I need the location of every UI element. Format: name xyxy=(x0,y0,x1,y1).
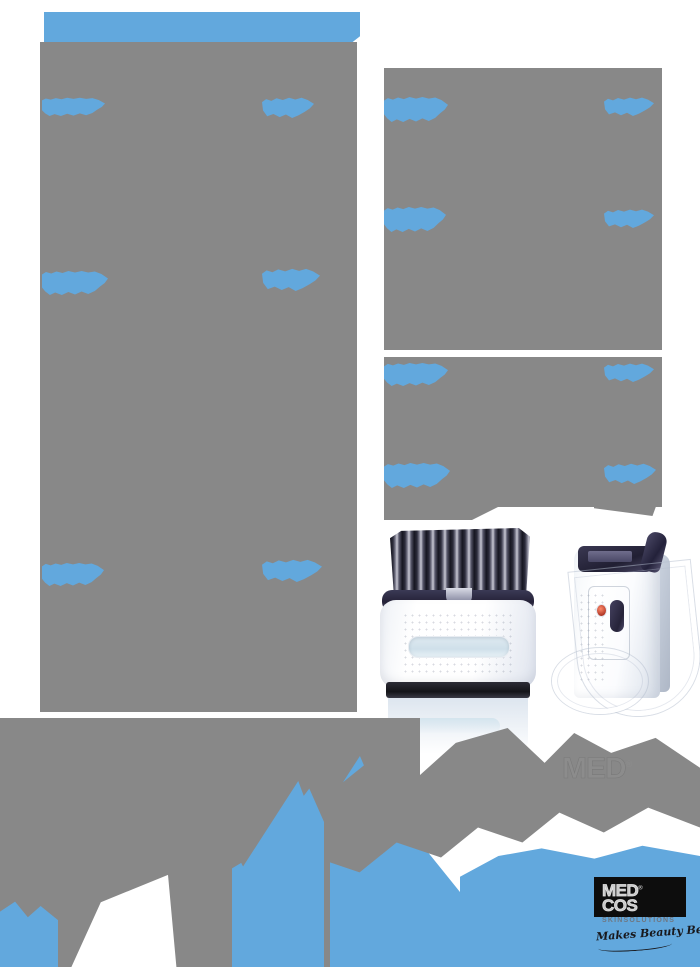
display-reflection xyxy=(414,718,500,734)
logo-med-text: MED xyxy=(602,881,639,900)
redacted-value-blob xyxy=(604,209,654,228)
medcos-logo: MED® COS SKINSOLUTIONS Makes Beauty Bett… xyxy=(594,877,700,954)
med-wordmark: MED® xyxy=(562,752,633,786)
dark-base-band xyxy=(386,682,530,698)
redacted-label-blob xyxy=(42,562,104,586)
logo-line-med: MED® xyxy=(602,881,643,900)
redacted-label-blob xyxy=(384,362,448,386)
redacted-value-blob xyxy=(262,97,314,118)
logo-subtitle: SKINSOLUTIONS xyxy=(602,917,676,924)
redacted-value-blob xyxy=(604,97,654,116)
tower-device xyxy=(552,520,700,730)
med-wordmark-trademark: ® xyxy=(625,759,633,769)
left-spec-panel xyxy=(40,42,357,712)
redacted-value-blob xyxy=(604,463,656,484)
med-wordmark-text: MED xyxy=(562,752,627,786)
redacted-value-blob xyxy=(262,268,320,291)
logo-line-cos: COS xyxy=(602,896,639,915)
redacted-value-blob xyxy=(262,559,322,582)
redacted-label-blob xyxy=(42,97,105,116)
redacted-value-blob xyxy=(604,363,654,382)
coiled-cable-loop xyxy=(552,648,648,714)
product-photo xyxy=(360,500,700,800)
display-panel xyxy=(408,636,510,658)
handpiece-holder xyxy=(610,600,624,632)
logo-box xyxy=(594,877,686,917)
lcd-display xyxy=(588,551,632,562)
bottom-redaction-band xyxy=(0,718,700,967)
indicator-light xyxy=(596,604,607,617)
base-station-device xyxy=(378,528,538,754)
logo-med-trademark: ® xyxy=(638,885,643,892)
